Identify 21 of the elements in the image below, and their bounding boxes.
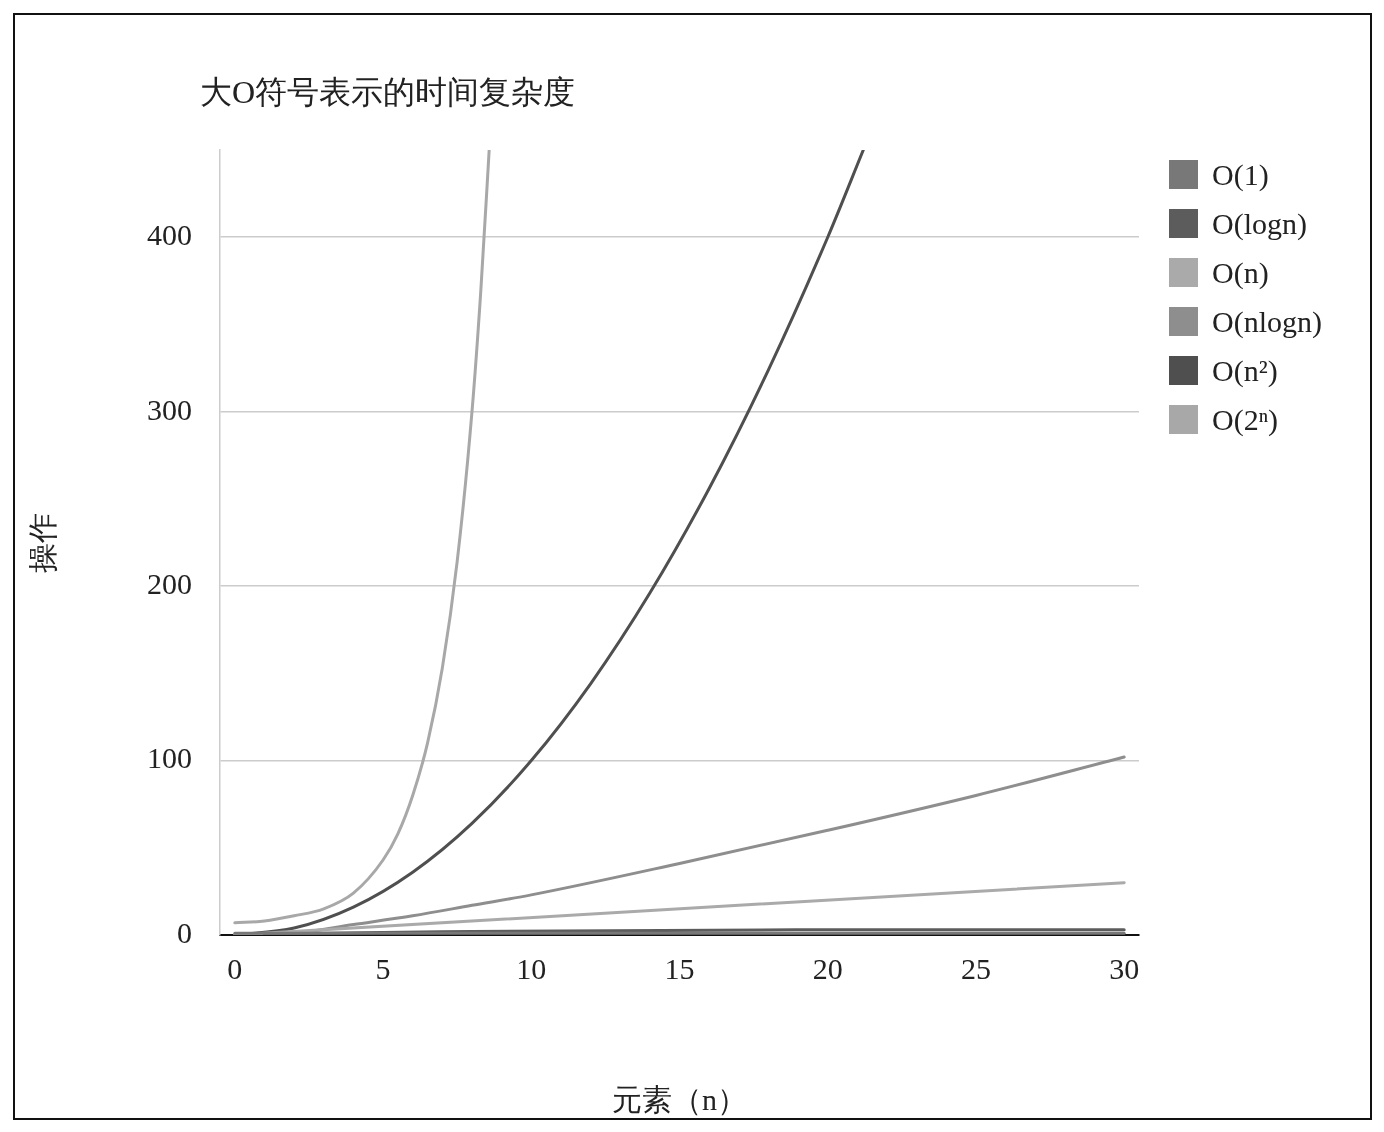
legend-label: O(1)	[1212, 157, 1269, 192]
x-tick-label: 15	[664, 951, 695, 985]
y-tick-label: 400	[147, 218, 192, 252]
legend-label: O(logn)	[1212, 206, 1307, 241]
x-tick-label: 25	[960, 951, 991, 985]
y-axis-title: 操作	[25, 512, 59, 573]
x-tick-label: 30	[1109, 951, 1140, 985]
x-tick-label: 10	[516, 951, 547, 985]
chart-title: 大O符号表示的时间复杂度	[200, 73, 576, 112]
y-tick-label: 200	[147, 566, 192, 600]
x-tick-label: 20	[812, 951, 843, 985]
legend-label: O(n²)	[1212, 353, 1278, 388]
x-tick-label: 0	[227, 951, 243, 985]
legend-label: O(2ⁿ)	[1212, 402, 1279, 437]
y-tick-label: 0	[177, 915, 192, 949]
y-tick-label: 300	[147, 392, 192, 426]
x-tick-label: 5	[375, 951, 391, 985]
legend-label: O(n)	[1212, 255, 1269, 290]
y-tick-label: 100	[147, 741, 192, 775]
legend-label: O(nlogn)	[1212, 304, 1322, 339]
x-axis-title: 元素（n）	[612, 1082, 747, 1116]
